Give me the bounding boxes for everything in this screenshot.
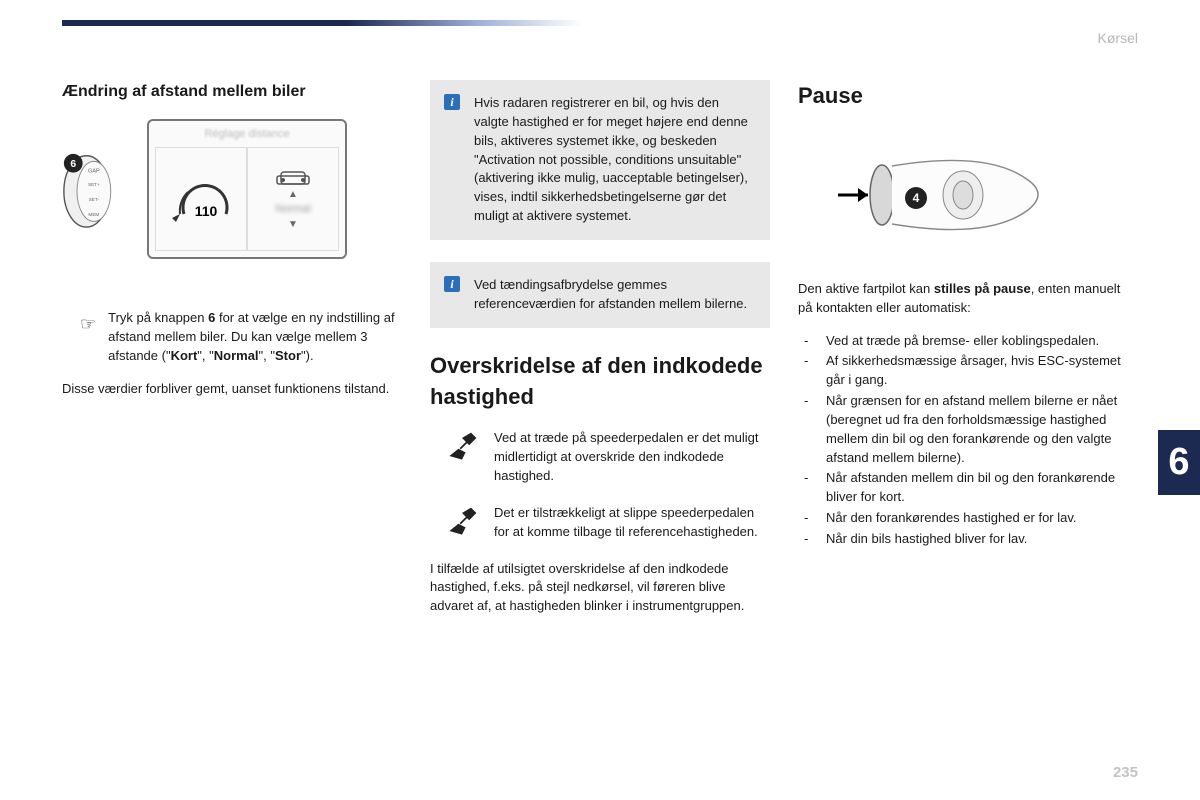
section-label: Kørsel [1098, 28, 1138, 48]
speed-cell: 110 [155, 147, 247, 251]
list-item: Når afstanden mellem din bil og den fora… [798, 469, 1138, 507]
mode-label: Normal [275, 202, 310, 218]
stalk-end-icon: 4 [798, 130, 1058, 250]
pedal-row-2: Det er tilstrækkeligt at slippe speederp… [430, 504, 770, 542]
bullet-text: Tryk på knappen 6 for at vælge en ny ind… [108, 309, 402, 366]
col2-paragraph: I tilfælde af utilsigtet overskridelse a… [430, 560, 770, 617]
pedal-text-2: Det er tilstrækkeligt at slippe speederp… [494, 504, 770, 542]
up-triangle-icon: ▲ [288, 188, 298, 203]
foot-pedal-icon [444, 429, 480, 465]
info-icon: i [444, 94, 460, 110]
pedal-text-1: Ved at træde på speederpedalen er det mu… [494, 429, 770, 486]
col3-heading: Pause [798, 80, 1138, 112]
svg-text:110: 110 [195, 203, 218, 219]
mode-cell: ▲ Normal ▼ [247, 147, 339, 251]
pause-conditions-list: Ved at træde på bremse- eller koblingspe… [798, 332, 1138, 549]
down-triangle-icon: ▼ [288, 218, 298, 233]
page-number: 235 [1113, 762, 1138, 784]
intro-pre: Den aktive fartpilot kan [798, 281, 934, 296]
pedal-row-1: Ved at træde på speederpedalen er det mu… [430, 429, 770, 486]
column-middle: i Hvis radaren registrerer en bil, og hv… [430, 80, 770, 760]
column-right: Pause 4 Den aktive fartpilot kan stilles… [798, 80, 1138, 760]
pointer-icon: ☞ [80, 309, 96, 366]
screen-title: Réglage distance [155, 127, 339, 143]
intro-bold: stilles på pause [934, 281, 1031, 296]
foot-release-icon [444, 504, 480, 540]
column-left: Ændring af afstand mellem biler 6 GAP SE… [62, 80, 402, 760]
col2-heading: Overskridelse af den indkodede hastighed [430, 350, 770, 414]
stalk-icon: 6 GAP SET+ SET- MEM [62, 142, 137, 237]
list-item: Når den forankørendes hastighed er for l… [798, 509, 1138, 528]
svg-text:GAP: GAP [88, 168, 100, 174]
car-rear-icon [273, 166, 313, 188]
info-text-1: Hvis radaren registrerer en bil, og hvis… [474, 94, 752, 226]
distance-illustration: 6 GAP SET+ SET- MEM Réglage distance 110 [62, 119, 402, 259]
list-item: Når din bils hastighed bliver for lav. [798, 530, 1138, 549]
list-item: Ved at træde på bremse- eller koblingspe… [798, 332, 1138, 351]
info-box-1: i Hvis radaren registrerer en bil, og hv… [430, 80, 770, 240]
svg-text:MEM: MEM [88, 211, 99, 216]
col3-intro: Den aktive fartpilot kan stilles på paus… [798, 280, 1138, 318]
svg-text:SET-: SET- [89, 196, 100, 201]
info-text-2: Ved tændingsafbrydelse gemmes referencev… [474, 276, 752, 314]
svg-text:6: 6 [70, 159, 76, 170]
svg-text:4: 4 [913, 191, 920, 205]
info-icon: i [444, 276, 460, 292]
speedometer-icon: 110 [166, 174, 236, 224]
header-accent-bar [62, 20, 582, 26]
col1-paragraph: Disse værdier forbliver gemt, uanset fun… [62, 380, 402, 399]
content-area: Ændring af afstand mellem biler 6 GAP SE… [62, 80, 1138, 760]
chapter-tab: 6 [1158, 430, 1200, 495]
col1-heading: Ændring af afstand mellem biler [62, 80, 402, 103]
display-screen: Réglage distance 110 [147, 119, 347, 259]
instruction-bullet: ☞ Tryk på knappen 6 for at vælge en ny i… [80, 309, 402, 366]
pause-illustration: 4 [798, 130, 1138, 250]
list-item: Af sikkerhedsmæssige årsager, hvis ESC-s… [798, 352, 1138, 390]
list-item: Når grænsen for en afstand mellem bilern… [798, 392, 1138, 467]
svg-text:SET+: SET+ [88, 181, 100, 186]
info-box-2: i Ved tændingsafbrydelse gemmes referenc… [430, 262, 770, 328]
